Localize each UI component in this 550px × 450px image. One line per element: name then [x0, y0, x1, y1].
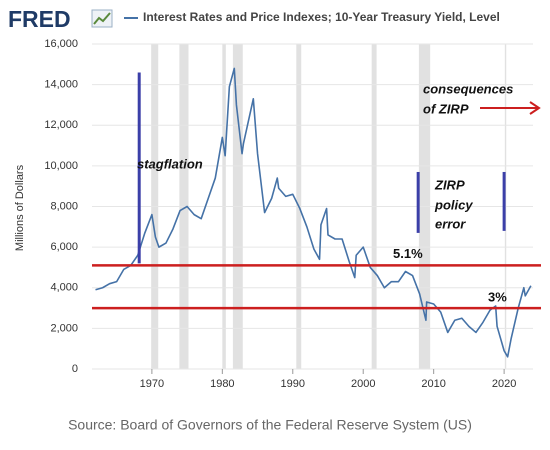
y-tick-label: 12,000 [44, 119, 78, 131]
annotation: stagflation [137, 156, 203, 171]
series-line [95, 67, 532, 358]
y-tick-label: 0 [72, 363, 78, 375]
x-tick-label: 2020 [492, 378, 516, 390]
y-tick-label: 16,000 [44, 38, 78, 50]
y-tick-label: 8,000 [50, 200, 78, 212]
annotation: error [435, 216, 466, 231]
annotation: policy [434, 197, 473, 212]
x-tick-label: 2010 [421, 378, 445, 390]
reference-label: 5.1% [393, 246, 423, 261]
annotation: ZIRP [434, 177, 465, 192]
y-tick-label: 14,000 [44, 79, 78, 91]
logo-icon [91, 9, 113, 28]
x-tick-label: 2000 [351, 378, 375, 390]
legend-label: Interest Rates and Price Indexes; 10-Yea… [143, 10, 500, 24]
arrow [480, 101, 541, 115]
source: Source: Board of Governors of the Federa… [68, 417, 472, 433]
y-tick-label: 4,000 [50, 282, 78, 294]
y-tick-label: 10,000 [44, 160, 78, 172]
y-axis-label: Millions of Dollars [14, 164, 26, 251]
annotation: of ZIRP [423, 101, 469, 116]
x-tick-label: 1970 [140, 378, 164, 390]
annotation: consequences [423, 81, 513, 96]
reference-label: 3% [488, 290, 507, 305]
x-tick-label: 1990 [281, 378, 305, 390]
y-tick-label: 2,000 [50, 322, 78, 334]
logo: FRED [8, 6, 71, 32]
y-tick-label: 6,000 [50, 241, 78, 253]
x-tick-label: 1980 [210, 378, 234, 390]
